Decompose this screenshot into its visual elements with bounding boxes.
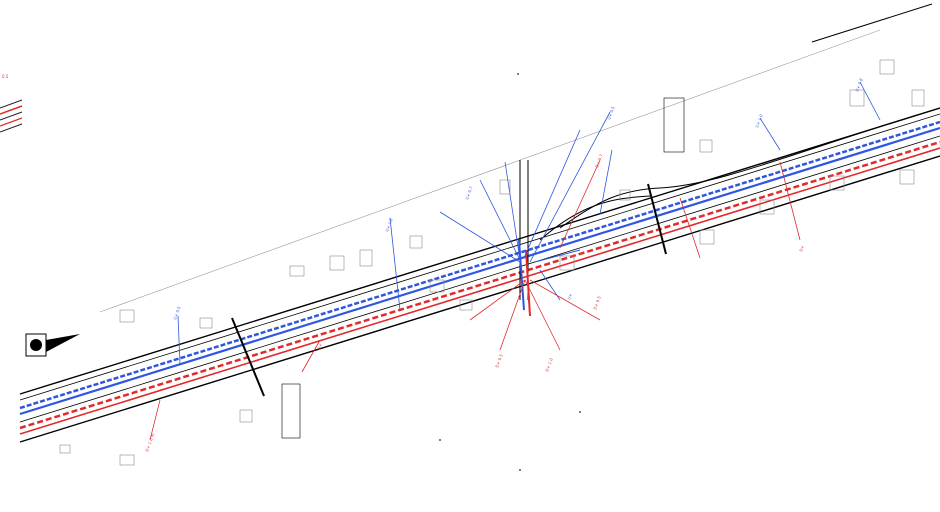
- cross-section-left: [231, 317, 265, 397]
- red-labels: D+ 1.0 m D+ D+ 0.5 D+ 1.0 D+ 0.5 D+ D+ 0…: [144, 153, 805, 452]
- road-corridor: [19, 107, 940, 443]
- left-red-annotation: 0.5: [2, 74, 9, 79]
- svg-text:D+: D+: [316, 343, 323, 351]
- svg-text:D+ 1.0: D+ 1.0: [544, 357, 554, 372]
- svg-text:D+ 0.5: D+ 0.5: [494, 353, 504, 368]
- svg-text:D+ 0.5: D+ 0.5: [592, 295, 602, 310]
- north-arrow-icon: [25, 333, 80, 357]
- svg-text:D+: D+: [798, 245, 805, 253]
- cross-section-right: [647, 183, 667, 255]
- legend-box-left: [281, 383, 301, 439]
- property-boundary-line: [99, 29, 881, 313]
- left-edge-fragment: 0.5: [0, 74, 23, 140]
- svg-text:U+ 0.5: U+ 0.5: [606, 105, 616, 120]
- blue-labels: U+ 0.5 U+ 1.0 U+ 0.7 U+ U+ 0.5 U+ 1.0 U+…: [172, 77, 864, 320]
- legend-box-right: [663, 97, 685, 153]
- svg-text:D+ 1.0 m: D+ 1.0 m: [144, 432, 155, 452]
- svg-text:U+ 0.8: U+ 0.8: [854, 77, 864, 92]
- survey-points: [439, 73, 581, 471]
- blue-leaders: [177, 81, 881, 365]
- svg-text:U+: U+: [566, 293, 573, 301]
- svg-text:D+ 0.7: D+ 0.7: [594, 153, 604, 168]
- buildings: [59, 59, 925, 466]
- svg-text:U+ 1.0: U+ 1.0: [384, 217, 394, 232]
- bypass-lane: [539, 107, 940, 241]
- red-leaders: [149, 159, 801, 441]
- svg-text:U+ 0.5: U+ 0.5: [172, 305, 182, 320]
- svg-text:U+ 1.0: U+ 1.0: [754, 113, 764, 128]
- svg-text:U+ 0.7: U+ 0.7: [464, 185, 474, 200]
- sheet-boundary-line: [811, 3, 933, 43]
- intersection: [518, 160, 581, 317]
